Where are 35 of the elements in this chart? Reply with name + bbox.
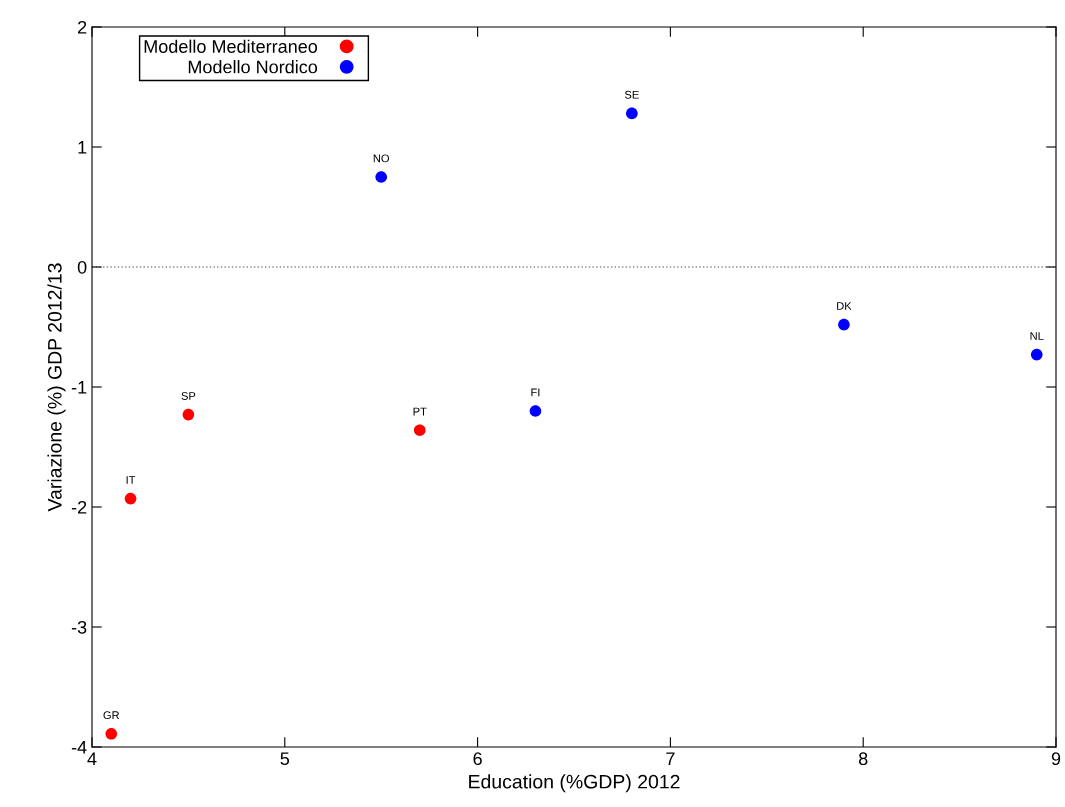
- point: [105, 727, 118, 740]
- annotation: FI: [531, 388, 540, 397]
- x-tick-label: 8: [858, 752, 868, 766]
- annotation: SP: [181, 392, 196, 400]
- y-tick-label: -1: [71, 381, 87, 394]
- y-tick-label: -2: [71, 500, 87, 514]
- point: [413, 424, 426, 437]
- point: [124, 492, 137, 505]
- x-tick-label: 6: [473, 752, 482, 766]
- y-tick-label: -4: [71, 741, 87, 754]
- x-axis-title: Education (%GDP) 2012: [469, 774, 680, 793]
- x-tick-label: 7: [666, 752, 675, 765]
- annotation: DK: [837, 302, 852, 310]
- annotation: NO: [373, 154, 389, 163]
- y-tick-label: 0: [77, 260, 87, 274]
- point: [1030, 348, 1043, 361]
- point: [182, 408, 195, 421]
- legend-label: Modello Nordico: [188, 60, 318, 74]
- x-tick-label: 5: [280, 752, 290, 766]
- annotation: GR: [103, 711, 120, 720]
- y-axis-title: Variazione (%) GDP 2012/13: [47, 263, 66, 512]
- point: [375, 171, 388, 183]
- point: [838, 318, 850, 331]
- annotation: SE: [624, 90, 639, 99]
- x-tick-label: 9: [1051, 752, 1061, 766]
- y-tick-label: 2: [78, 20, 87, 34]
- annotation: IT: [126, 476, 136, 484]
- point: [626, 107, 638, 120]
- annotation: PT: [413, 407, 427, 416]
- y-tick-label: -3: [71, 620, 87, 634]
- point: [529, 405, 542, 417]
- x-tick-label: 4: [87, 752, 97, 765]
- y-tick-label: 1: [78, 141, 87, 154]
- legend-label: Modello Mediterraneo: [144, 39, 318, 53]
- annotation: NL: [1030, 332, 1044, 340]
